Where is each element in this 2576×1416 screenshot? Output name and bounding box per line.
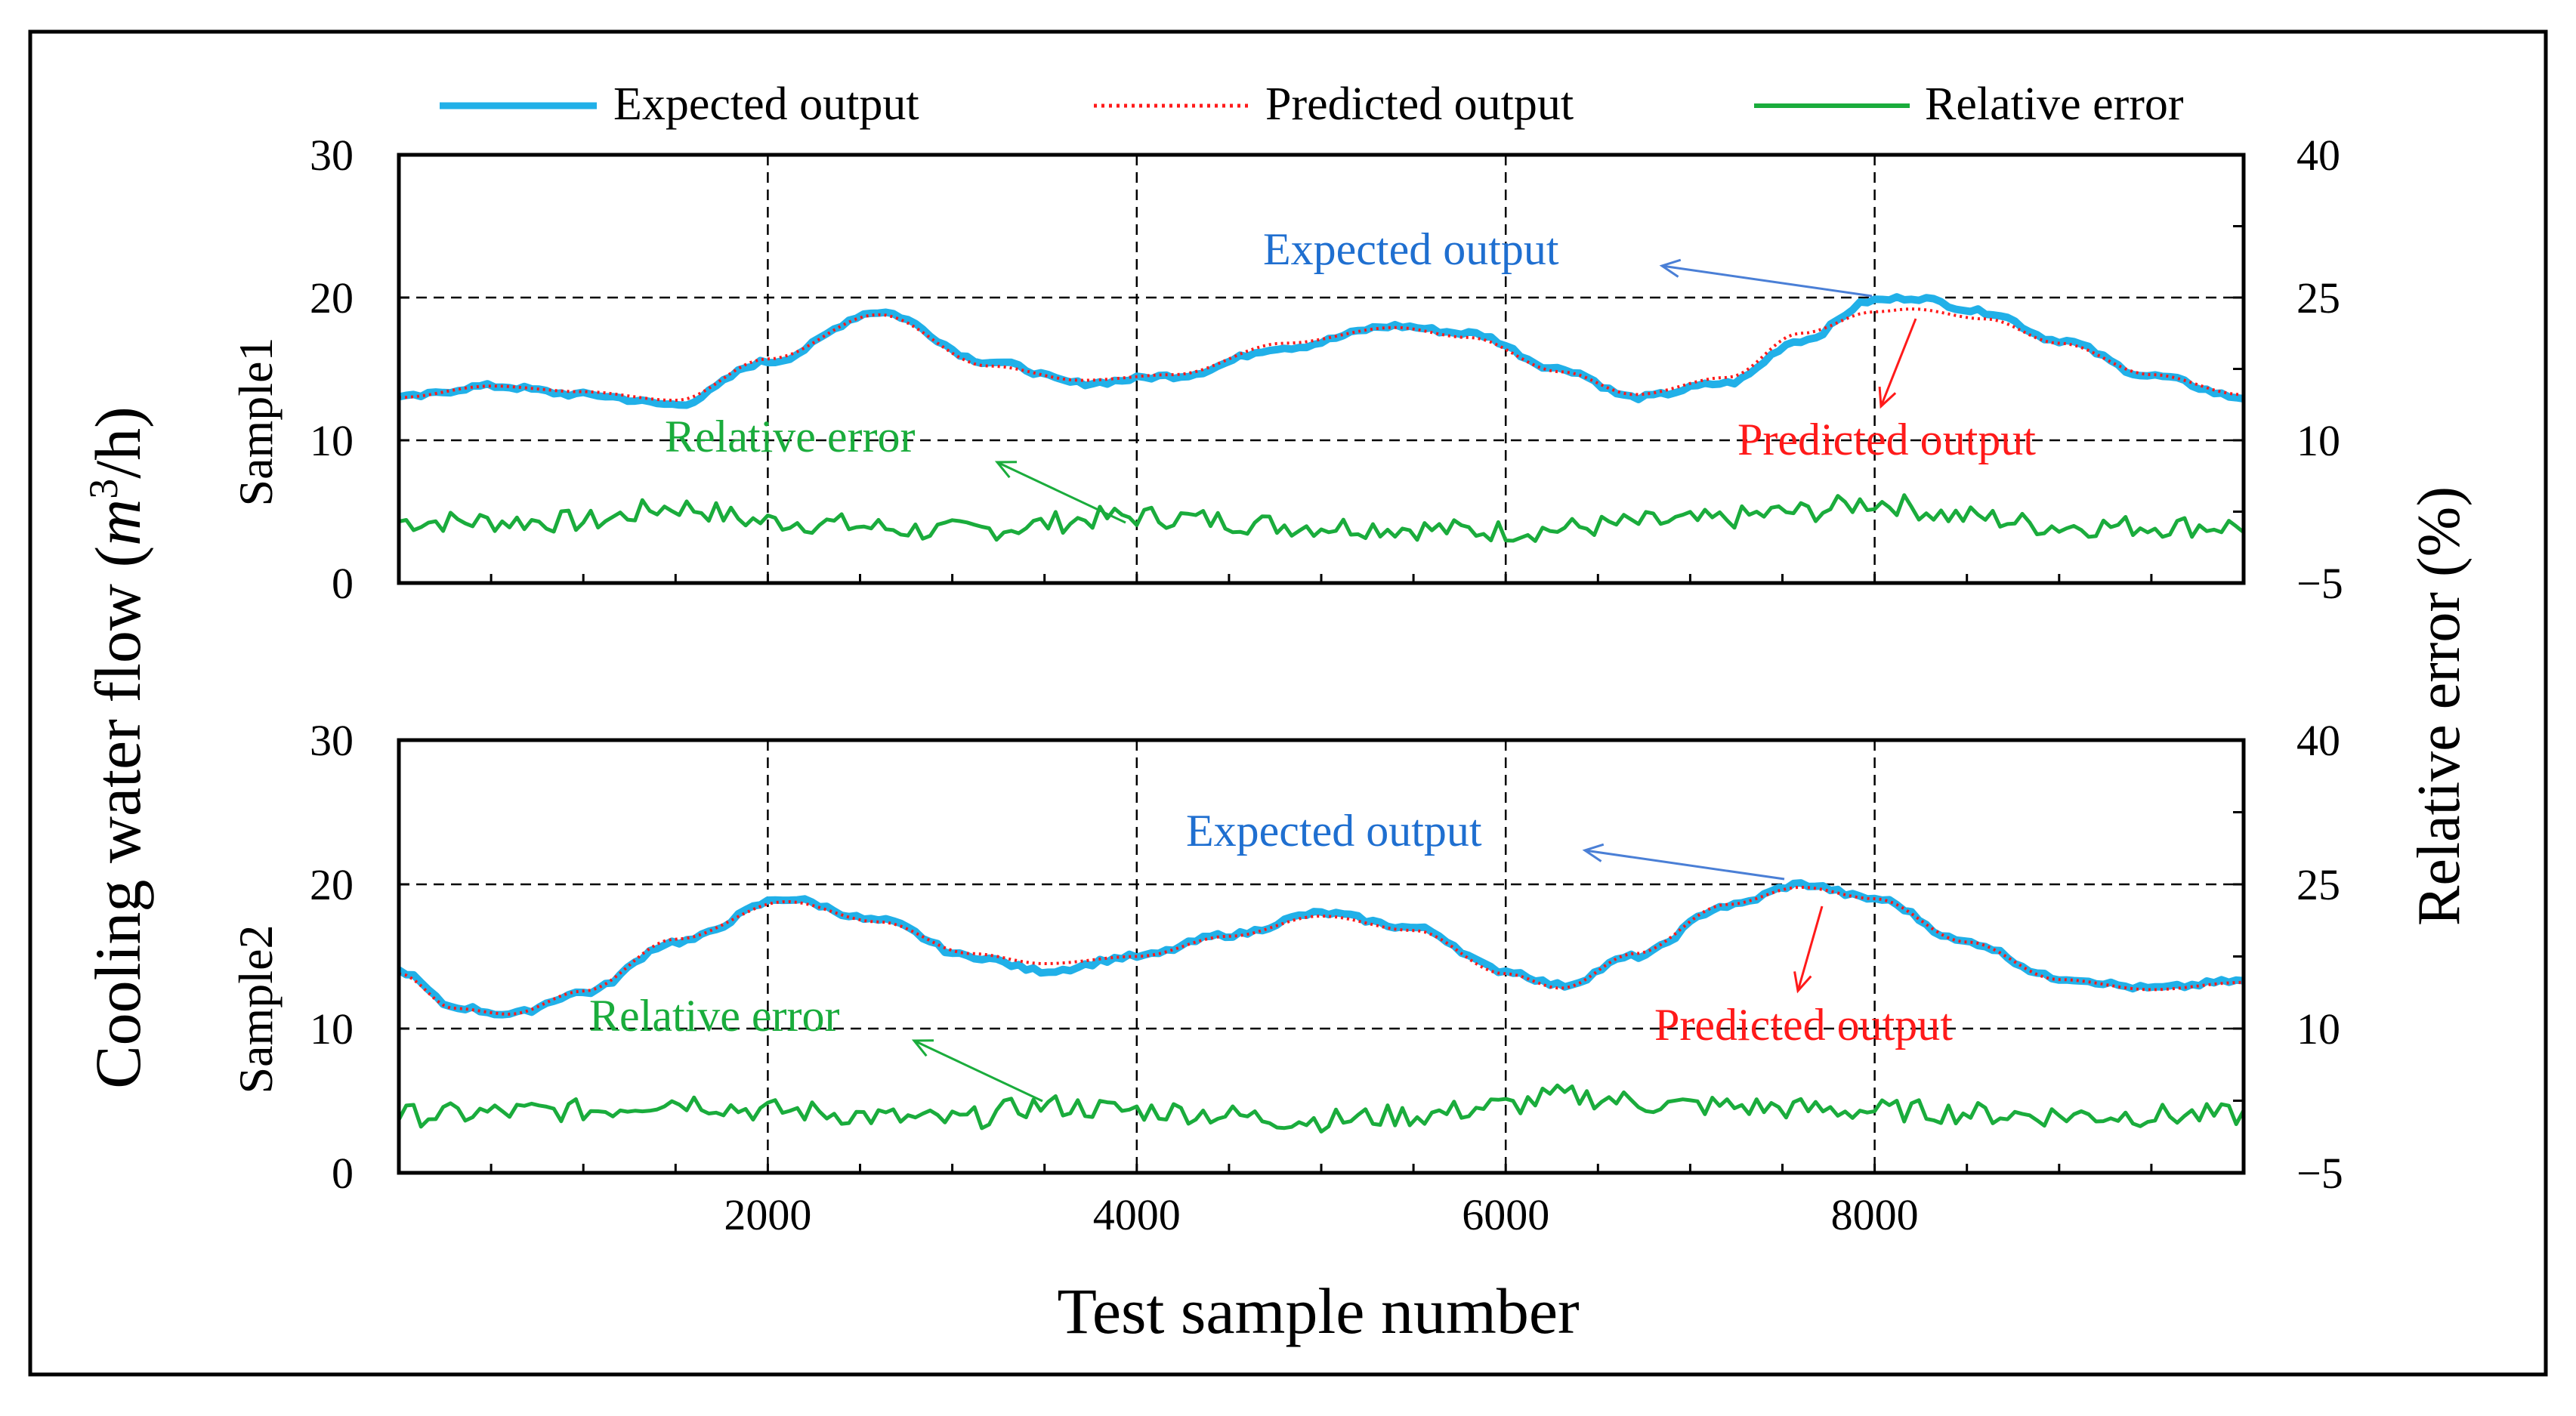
panel-label: Sample1: [229, 338, 283, 507]
annotation-predicted-output: Predicted output: [1654, 1000, 1953, 1050]
annotation-error-arrow-head: [911, 1039, 934, 1057]
legend: Expected output Predicted output Relativ…: [440, 79, 2184, 130]
annotation-error-arrow-head: [994, 461, 1018, 479]
y-tick-label: 30: [310, 131, 354, 180]
x-tick-label: 2000: [724, 1190, 811, 1239]
y2-tick-label: 40: [2296, 716, 2340, 765]
y-tick-label: 30: [310, 716, 354, 765]
y2-axis-title: Relative error (%): [2406, 486, 2473, 926]
annotation-expected-arrow-head: [1659, 258, 1682, 278]
legend-expected-label: Expected output: [613, 79, 919, 130]
y-tick-label: 10: [310, 416, 354, 465]
y-axis-title: Cooling water flow (m3/h): [81, 406, 154, 1089]
annotation-predicted-arrow-head: [1793, 971, 1812, 994]
annotation-relative-error: Relative error: [665, 412, 916, 461]
y2-tick-label: 10: [2296, 1004, 2340, 1054]
legend-error-label: Relative error: [1925, 79, 2184, 130]
annotation-predicted-output: Predicted output: [1737, 415, 2036, 464]
annotation-predicted-arrow-line: [1879, 318, 1917, 407]
figure-frame: [28, 29, 2548, 1377]
y2-tick-label: −5: [2296, 1149, 2343, 1198]
y2-tick-label: −5: [2296, 559, 2343, 608]
y-tick-label: 10: [310, 1004, 354, 1054]
x-tick-label: 6000: [1462, 1190, 1549, 1239]
series-predicted-output: [398, 885, 2244, 1016]
y2-tick-label: 25: [2296, 273, 2340, 322]
annotation-expected-arrow-line: [1661, 264, 1873, 298]
legend-predicted-label: Predicted output: [1265, 79, 1574, 130]
panel-sample2: 0 10 20 30 −5 10 25 40 2000 4000 6000 8000 Sample2 Ex…: [229, 716, 2343, 1239]
annotation-expected-arrow-line: [1584, 849, 1785, 881]
annotation-expected-arrow-head: [1582, 843, 1605, 862]
y-tick-label: 20: [310, 860, 354, 909]
series-predicted-output: [398, 307, 2244, 403]
y-tick-label: 20: [310, 273, 354, 322]
panel-label: Sample2: [229, 925, 283, 1094]
x-axis-title: Test sample number: [1057, 1275, 1579, 1347]
annotation-predicted-arrow-head: [1878, 386, 1897, 409]
series-expected-output: [398, 293, 2244, 409]
y-tick-label: 0: [332, 1149, 354, 1198]
panel-sample1: 0 10 20 30 −5 10 25 40 Sample1 Expected output Pre…: [229, 131, 2343, 608]
y2-tick-label: 25: [2296, 860, 2340, 909]
annotation-expected-output: Expected output: [1263, 224, 1559, 274]
annotation-expected-output: Expected output: [1186, 806, 1482, 856]
y2-tick-label: 40: [2296, 131, 2340, 180]
series-relative-error: [398, 493, 2245, 543]
annotation-error-arrow-line: [913, 1039, 1043, 1103]
y-tick-label: 0: [332, 559, 354, 608]
annotation-relative-error: Relative error: [589, 991, 840, 1041]
annotation-error-arrow-line: [996, 461, 1126, 524]
x-tick-label: 4000: [1093, 1190, 1181, 1239]
series-relative-error: [397, 1083, 2246, 1134]
y2-tick-label: 10: [2296, 416, 2340, 465]
x-tick-label: 8000: [1831, 1190, 1919, 1239]
annotation-predicted-arrow-line: [1796, 905, 1824, 992]
